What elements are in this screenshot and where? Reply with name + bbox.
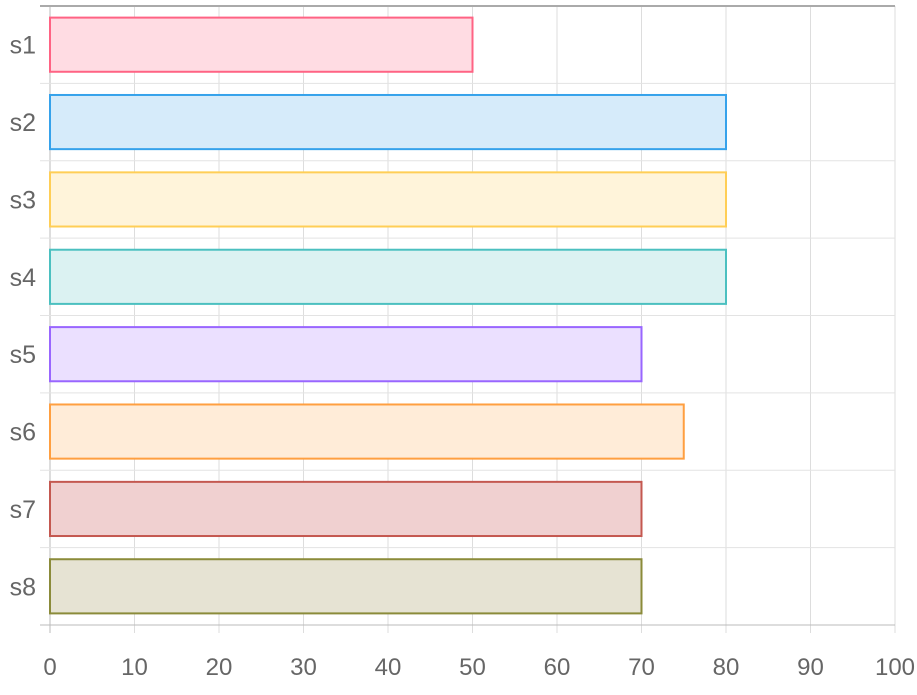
- bar-s1: [49, 16, 474, 73]
- x-tick-label: 100: [875, 654, 915, 681]
- x-tick-label: 0: [43, 654, 56, 681]
- x-tick-label: 70: [628, 654, 655, 681]
- category-label-s5: s5: [10, 341, 36, 369]
- x-tick-label: 60: [544, 654, 571, 681]
- x-tick-labels: 0 10 20 30 40 50 60 70 80 90 100: [43, 654, 915, 681]
- bar-s5: [49, 326, 643, 383]
- category-label-s3: s3: [10, 186, 36, 214]
- bar-s2: [49, 93, 727, 151]
- x-tick-label: 10: [121, 654, 148, 681]
- x-tick-label: 20: [206, 654, 233, 681]
- x-tick-label: 40: [375, 654, 402, 681]
- category-label-s4: s4: [10, 264, 37, 292]
- bar-s4: [49, 248, 727, 305]
- bar-s3: [49, 171, 727, 228]
- x-tick-label: 50: [459, 654, 486, 681]
- category-label-s2: s2: [10, 109, 36, 137]
- x-tick-label: 90: [797, 654, 824, 681]
- x-tick-label: 80: [713, 654, 740, 681]
- category-label-s8: s8: [10, 573, 36, 601]
- bar-s7: [49, 480, 643, 538]
- x-tick-label: 30: [290, 654, 317, 681]
- bars: [49, 16, 727, 615]
- bar-s8: [49, 558, 643, 615]
- category-label-s7: s7: [10, 496, 36, 524]
- category-labels: s1 s2 s3 s4 s5 s6 s7 s8: [10, 32, 37, 602]
- category-label-s6: s6: [10, 419, 36, 447]
- category-label-s1: s1: [10, 32, 36, 60]
- bar-s6: [49, 403, 685, 460]
